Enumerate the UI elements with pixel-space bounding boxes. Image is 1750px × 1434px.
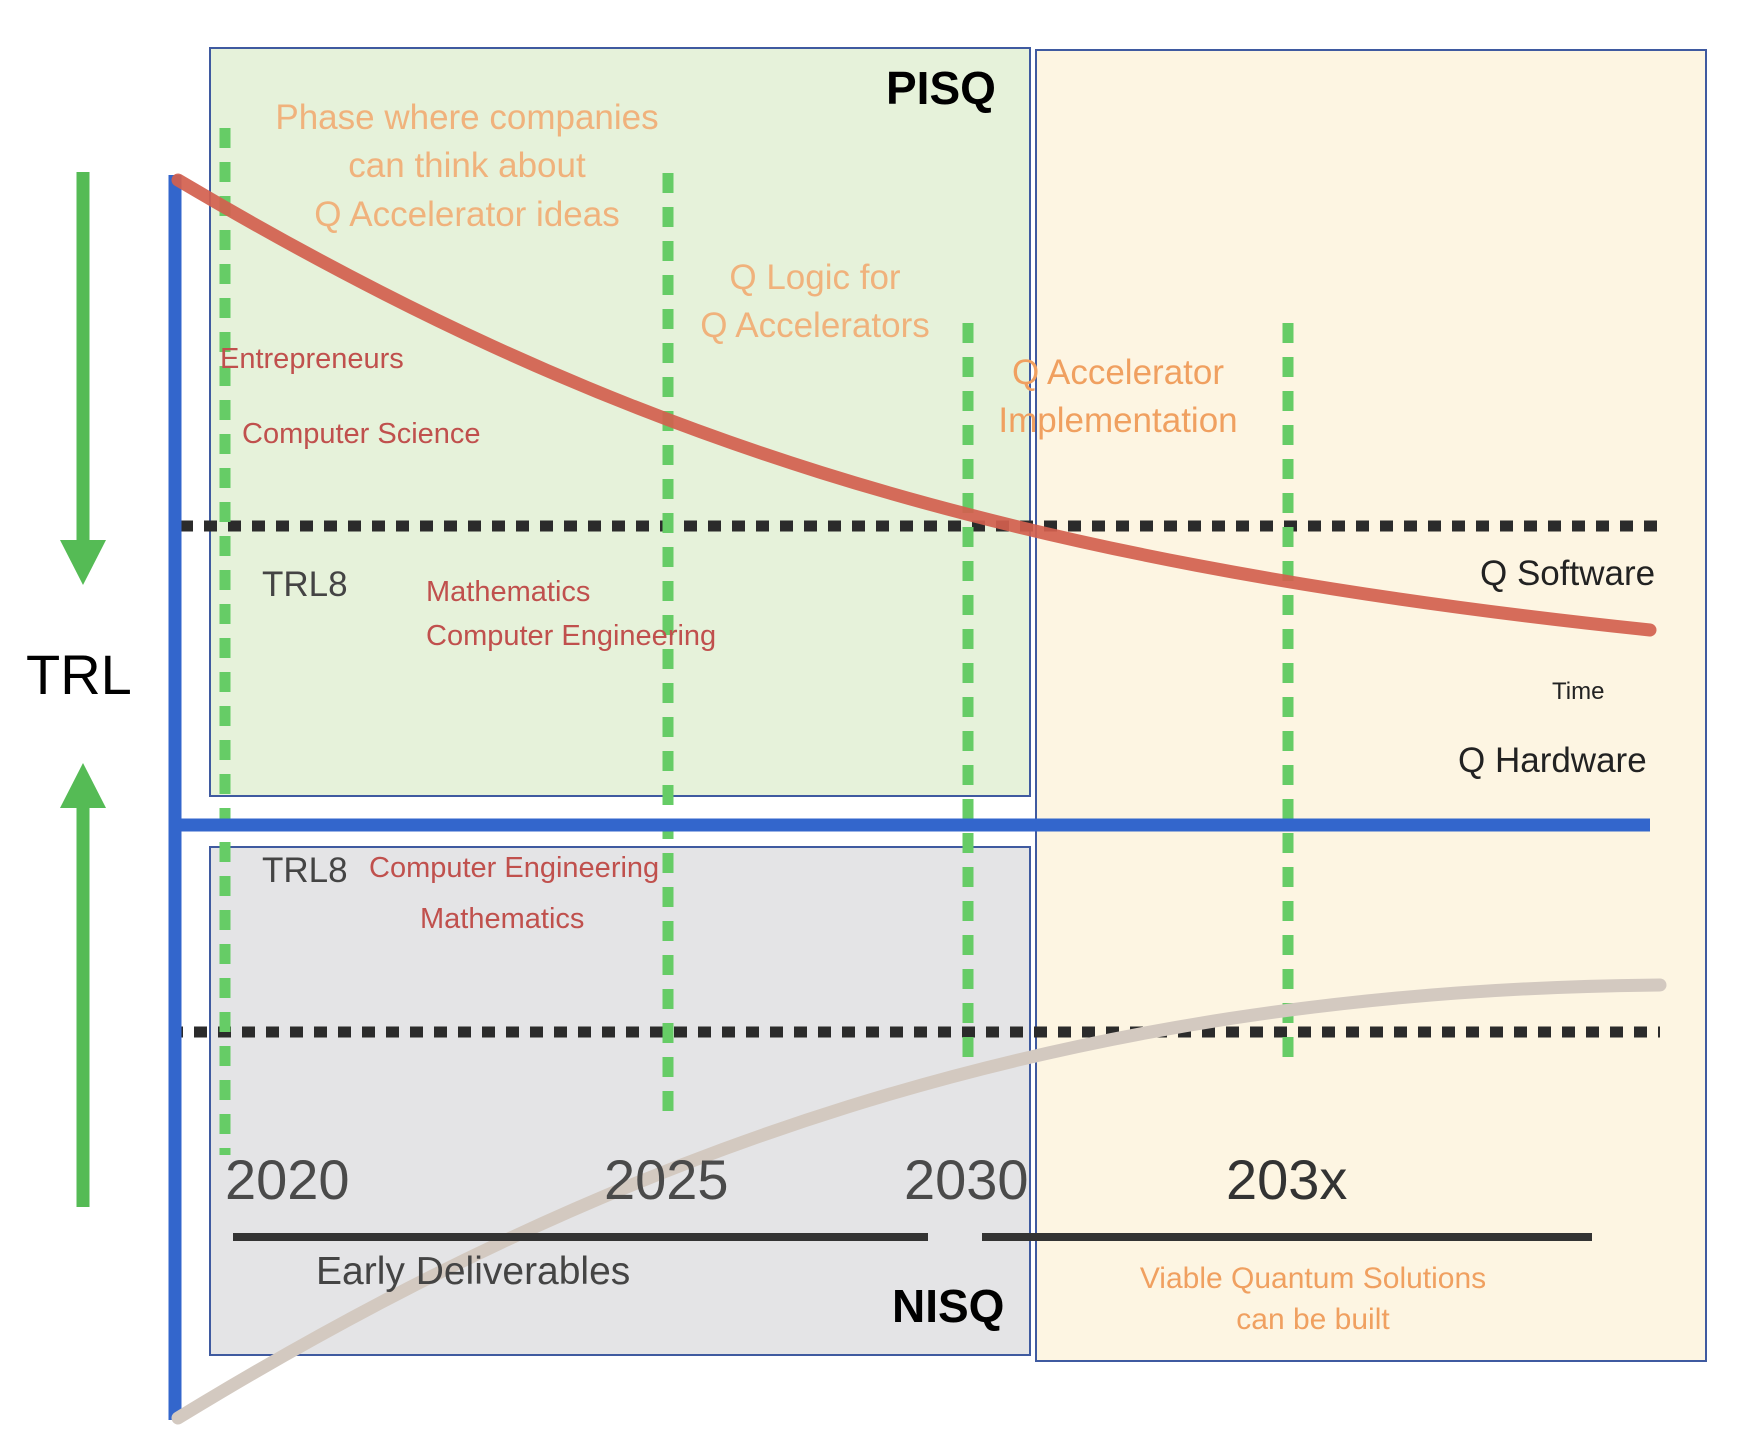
entrepreneurs-label: Entrepreneurs bbox=[220, 343, 404, 375]
year-label-2030: 2030 bbox=[904, 1148, 1029, 1211]
trl-arrow-down bbox=[60, 172, 106, 585]
trl8-top-label: TRL8 bbox=[262, 565, 348, 604]
future-region bbox=[1035, 49, 1707, 1362]
phase1-text: Phase where companies can think about Q … bbox=[275, 98, 658, 235]
viable-line1: Viable Quantum Solutions bbox=[1139, 1262, 1487, 1295]
year-label-2020: 2020 bbox=[225, 1148, 350, 1211]
phase1-line3: Q Accelerator ideas bbox=[314, 194, 620, 234]
computer-engineering-bottom-label: Computer Engineering bbox=[369, 852, 660, 884]
computer-science-label: Computer Science bbox=[242, 418, 481, 450]
pisq-label: PISQ bbox=[886, 62, 996, 114]
viable-line2: can be built bbox=[1236, 1302, 1390, 1336]
time-label: Time bbox=[1552, 678, 1605, 705]
q-hardware-label: Q Hardware bbox=[1458, 741, 1647, 780]
phase1-line1: Phase where companies bbox=[275, 98, 659, 137]
pisq-region bbox=[209, 47, 1031, 797]
phase3-line2: Implementation bbox=[998, 401, 1238, 441]
nisq-region bbox=[209, 846, 1031, 1356]
year-label-203x: 203x bbox=[1226, 1148, 1348, 1211]
phase2-text: Q Logic for Q Accelerators bbox=[700, 258, 930, 347]
computer-engineering-top-label: Computer Engineering bbox=[426, 620, 717, 652]
mathematics-top-label: Mathematics bbox=[426, 576, 591, 608]
phase3-text: Q Accelerator Implementation bbox=[998, 353, 1237, 442]
trl-arrow-up bbox=[60, 763, 106, 1207]
nisq-label: NISQ bbox=[892, 1280, 1005, 1332]
phase2-line1: Q Logic for bbox=[729, 258, 901, 297]
q-software-curve bbox=[171, 173, 1657, 637]
trl8-bottom-label: TRL8 bbox=[262, 851, 348, 890]
early-deliverables-label: Early Deliverables bbox=[316, 1250, 631, 1293]
phase1-line2: can think about bbox=[348, 146, 586, 186]
phase2-line2: Q Accelerators bbox=[700, 306, 930, 346]
viable-solutions-text: Viable Quantum Solutions can be built bbox=[1140, 1262, 1486, 1337]
mathematics-bottom-label: Mathematics bbox=[420, 903, 585, 935]
q-software-label: Q Software bbox=[1480, 554, 1656, 593]
year-label-2025: 2025 bbox=[604, 1148, 729, 1211]
phase3-line1: Q Accelerator bbox=[1011, 353, 1225, 392]
trl-axis-label: TRL bbox=[26, 643, 132, 706]
q-hardware-curve bbox=[171, 978, 1667, 1425]
